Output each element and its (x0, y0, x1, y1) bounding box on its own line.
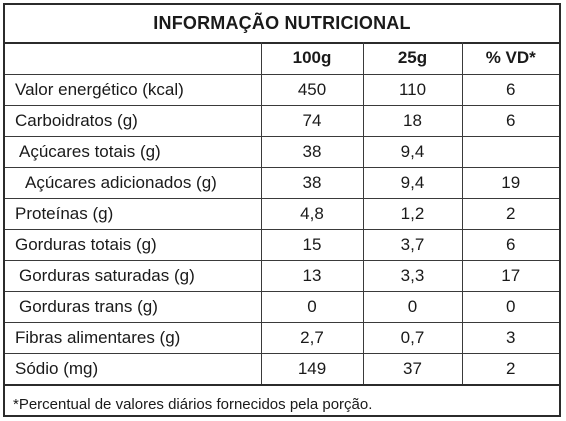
value-vd: 2 (461, 353, 559, 386)
table-row: Açúcares totais (g) 38 9,4 (5, 136, 559, 168)
table-row: Sódio (mg) 149 37 2 (5, 353, 559, 386)
value-25g: 18 (362, 105, 463, 137)
row-label: Valor energético (kcal) (5, 74, 262, 106)
value-25g: 1,2 (362, 198, 463, 230)
value-vd: 3 (461, 322, 559, 354)
row-label: Proteínas (g) (5, 198, 262, 230)
header-25g: 25g (362, 42, 463, 75)
value-25g: 110 (362, 74, 463, 106)
table-row: Valor energético (kcal) 450 110 6 (5, 74, 559, 106)
value-100g: 149 (260, 353, 364, 386)
value-25g: 9,4 (362, 136, 463, 168)
value-25g: 3,7 (362, 229, 463, 261)
value-vd: 2 (461, 198, 559, 230)
value-25g: 3,3 (362, 260, 463, 292)
value-25g: 0,7 (362, 322, 463, 354)
row-label: Sódio (mg) (5, 353, 262, 386)
row-label: Gorduras totais (g) (5, 229, 262, 261)
value-100g: 74 (260, 105, 364, 137)
value-vd: 0 (461, 291, 559, 323)
footnote: *Percentual de valores diários fornecido… (13, 396, 373, 413)
header-nutrient (5, 42, 262, 75)
row-label: Açúcares adicionados (g) (5, 167, 262, 199)
panel-title: INFORMAÇÃO NUTRICIONAL (5, 5, 559, 44)
header-100g: 100g (260, 42, 364, 75)
value-100g: 38 (260, 167, 364, 199)
table-row: Gorduras saturadas (g) 13 3,3 17 (5, 260, 559, 292)
value-100g: 38 (260, 136, 364, 168)
nutrition-facts-panel: INFORMAÇÃO NUTRICIONAL 100g 25g % VD* Va… (3, 3, 561, 417)
row-label: Carboidratos (g) (5, 105, 262, 137)
value-25g: 0 (362, 291, 463, 323)
table-row: Carboidratos (g) 74 18 6 (5, 105, 559, 137)
row-label: Fibras alimentares (g) (5, 322, 262, 354)
table-row: Proteínas (g) 4,8 1,2 2 (5, 198, 559, 230)
row-label: Gorduras saturadas (g) (5, 260, 262, 292)
table-row: Fibras alimentares (g) 2,7 0,7 3 (5, 322, 559, 354)
nutrition-table: 100g 25g % VD* Valor energético (kcal) 4… (5, 42, 559, 386)
header-vd: % VD* (461, 42, 559, 75)
value-25g: 37 (362, 353, 463, 386)
row-label: Gorduras trans (g) (5, 291, 262, 323)
header-row: 100g 25g % VD* (5, 42, 559, 75)
value-vd: 6 (461, 105, 559, 137)
value-100g: 450 (260, 74, 364, 106)
value-vd: 6 (461, 74, 559, 106)
value-vd (461, 136, 559, 168)
table-row: Açúcares adicionados (g) 38 9,4 19 (5, 167, 559, 199)
row-label: Açúcares totais (g) (5, 136, 262, 168)
value-100g: 0 (260, 291, 364, 323)
value-100g: 15 (260, 229, 364, 261)
value-100g: 4,8 (260, 198, 364, 230)
value-vd: 17 (461, 260, 559, 292)
value-100g: 2,7 (260, 322, 364, 354)
table-row: Gorduras totais (g) 15 3,7 6 (5, 229, 559, 261)
value-vd: 6 (461, 229, 559, 261)
value-100g: 13 (260, 260, 364, 292)
value-25g: 9,4 (362, 167, 463, 199)
value-vd: 19 (461, 167, 559, 199)
table-row: Gorduras trans (g) 0 0 0 (5, 291, 559, 323)
